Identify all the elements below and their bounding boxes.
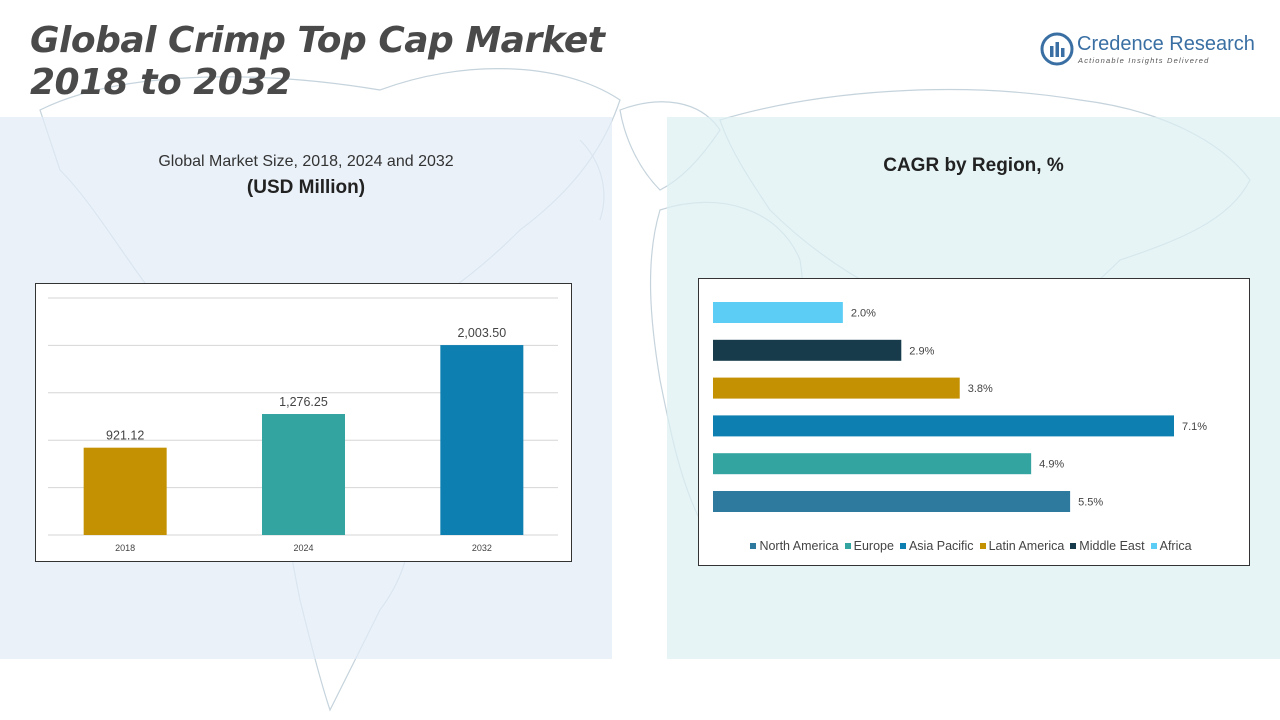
legend-label: Europe [853, 539, 894, 553]
legend-swatch [899, 543, 906, 549]
page-title: Global Crimp Top Cap Market 2018 to 2032 [30, 20, 605, 104]
cagr-chart-svg: 5.5% 4.9% 7.1% 3.8% 2.9% 2.0% [713, 302, 1207, 512]
cagr-chart: 5.5% 4.9% 7.1% 3.8% 2.9% 2.0% North America Eu… [698, 278, 1250, 566]
cagr-bar-africa [713, 302, 843, 323]
brand-tagline: Actionable Insights Delivered [1078, 56, 1210, 65]
bar-value-label: 921.12 [106, 429, 144, 443]
legend-swatch [750, 543, 757, 549]
legend-swatch [844, 543, 851, 549]
bar-2018 [83, 447, 167, 535]
credence-logo-icon [1040, 32, 1074, 66]
cagr-value-label: 3.8% [968, 383, 993, 395]
legend-label: Asia Pacific [908, 539, 974, 553]
cagr-value-label: 4.9% [1039, 459, 1064, 471]
cagr-bar-asia-pacific [713, 415, 1174, 437]
bar-2024 [262, 414, 345, 535]
legend-swatch [1150, 543, 1157, 549]
x-tick-label: 2032 [472, 543, 492, 553]
title-line-1: Global Crimp Top Cap Market [30, 20, 605, 61]
bar-value-label: 1,276.25 [279, 395, 328, 409]
cagr-value-label: 7.1% [1182, 421, 1207, 433]
cagr-title: CAGR by Region, % [883, 155, 1064, 176]
legend-label: Africa [1159, 539, 1192, 553]
brand-name: Credence Research [1077, 33, 1255, 55]
legend-item: Africa [1150, 539, 1192, 553]
market-size-subtitle: Global Market Size, 2018, 2024 and 2032 [158, 153, 454, 170]
cagr-value-label: 2.9% [909, 345, 934, 357]
x-tick-label: 2018 [115, 543, 135, 553]
cagr-bar-middle-east [713, 339, 902, 361]
title-line-2: 2018 to 2032 [30, 62, 292, 103]
cagr-bar-europe [713, 453, 1032, 475]
bar-value-label: 2,003.50 [457, 326, 506, 340]
legend-label: Middle East [1079, 539, 1145, 553]
legend-label: Latin America [988, 539, 1065, 553]
legend-item: Middle East [1070, 539, 1145, 553]
legend-item: Latin America [979, 539, 1065, 553]
legend-item: Europe [844, 539, 894, 553]
cagr-legend: North America Europe Asia Pacific Latin Ame… [699, 539, 1249, 553]
market-size-chart: 921.12 2018 1,276.25 2024 2,003.50 2032 [35, 283, 572, 562]
market-size-chart-svg: 921.12 2018 1,276.25 2024 2,003.50 2032 [48, 297, 558, 553]
cagr-bar-latin-america [713, 377, 960, 399]
legend-swatch [1070, 543, 1077, 549]
legend-item: Asia Pacific [899, 539, 974, 553]
cagr-value-label: 2.0% [851, 308, 876, 320]
legend-label: North America [759, 539, 839, 553]
cagr-value-label: 5.5% [1078, 497, 1103, 509]
legend-item: North America [750, 539, 839, 553]
bar-2032 [440, 345, 524, 535]
x-tick-label: 2024 [293, 543, 313, 553]
market-size-unit: (USD Million) [246, 177, 366, 198]
legend-swatch [979, 543, 986, 549]
brand-logo: Credence Research Actionable Insights De… [1040, 32, 1255, 68]
cagr-bar-north-america [713, 491, 1071, 512]
